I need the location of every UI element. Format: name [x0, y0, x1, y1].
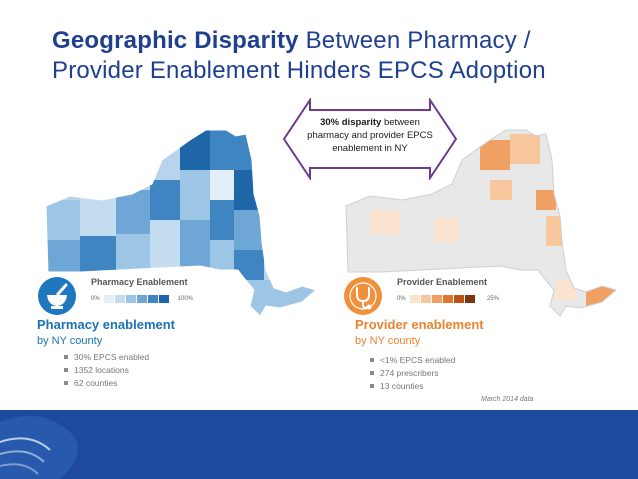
legend-swatch — [126, 295, 137, 303]
list-item: <1% EPCS enabled — [370, 354, 455, 367]
callout-rest: between pharmacy and provider EPCS enabl… — [307, 117, 433, 154]
legend-title: Provider Enablement — [397, 277, 488, 287]
list-item: 13 counties — [370, 380, 455, 393]
footer-swoosh — [0, 415, 78, 479]
legend-swatch — [115, 295, 126, 303]
slide-title: Geographic Disparity Between Pharmacy / … — [52, 26, 622, 86]
footer-band — [0, 410, 638, 479]
title-rest: Between Pharmacy / Provider Enablement H… — [52, 27, 546, 84]
provider-heading: Provider enablement — [355, 317, 484, 332]
legend-max: 100% — [177, 296, 193, 302]
list-item: 62 counties — [64, 377, 149, 390]
list-item: 30% EPCS enabled — [64, 351, 149, 364]
legend-swatch — [137, 295, 148, 303]
legend-swatch — [443, 295, 454, 303]
legend-swatch — [159, 295, 170, 303]
legend-swatch — [454, 295, 465, 303]
legend-max: 25% — [486, 296, 499, 302]
title-bold: Geographic Disparity — [52, 27, 299, 54]
list-item: 274 prescribers — [370, 367, 455, 380]
pharmacy-legend: Pharmacy Enablement 0% 100% — [87, 275, 195, 307]
legend-title: Pharmacy Enablement — [91, 277, 188, 287]
legend-swatch — [410, 295, 421, 303]
disparity-callout: 30% disparity between pharmacy and provi… — [282, 96, 458, 182]
callout-bold: 30% disparity — [320, 117, 382, 128]
list-item: 1352 locations — [64, 364, 149, 377]
provider-subheading: by NY county — [355, 335, 421, 347]
pharmacy-bullets: 30% EPCS enabled 1352 locations 62 count… — [64, 351, 149, 390]
legend-swatches — [104, 295, 170, 303]
provider-legend: Provider Enablement 0% 25% — [393, 275, 501, 307]
legend-swatch — [104, 295, 115, 303]
pharmacy-heading: Pharmacy enablement — [37, 317, 176, 332]
legend-swatches — [410, 295, 476, 303]
legend-swatch — [432, 295, 443, 303]
mortar-pestle-icon — [38, 277, 76, 315]
pharmacy-subheading: by NY county — [37, 335, 103, 347]
legend-swatch — [421, 295, 432, 303]
pharmacy-map — [45, 129, 318, 317]
stethoscope-icon — [344, 277, 382, 315]
double-arrow-shape — [282, 96, 458, 182]
provider-bullets: <1% EPCS enabled 274 prescribers 13 coun… — [370, 354, 455, 393]
legend-min: 0% — [397, 296, 406, 302]
legend-min: 0% — [91, 296, 100, 302]
callout-text: 30% disparity between pharmacy and provi… — [306, 116, 434, 155]
data-date-note: March 2014 data — [481, 396, 534, 403]
legend-swatch — [148, 295, 159, 303]
legend-swatch — [465, 295, 476, 303]
